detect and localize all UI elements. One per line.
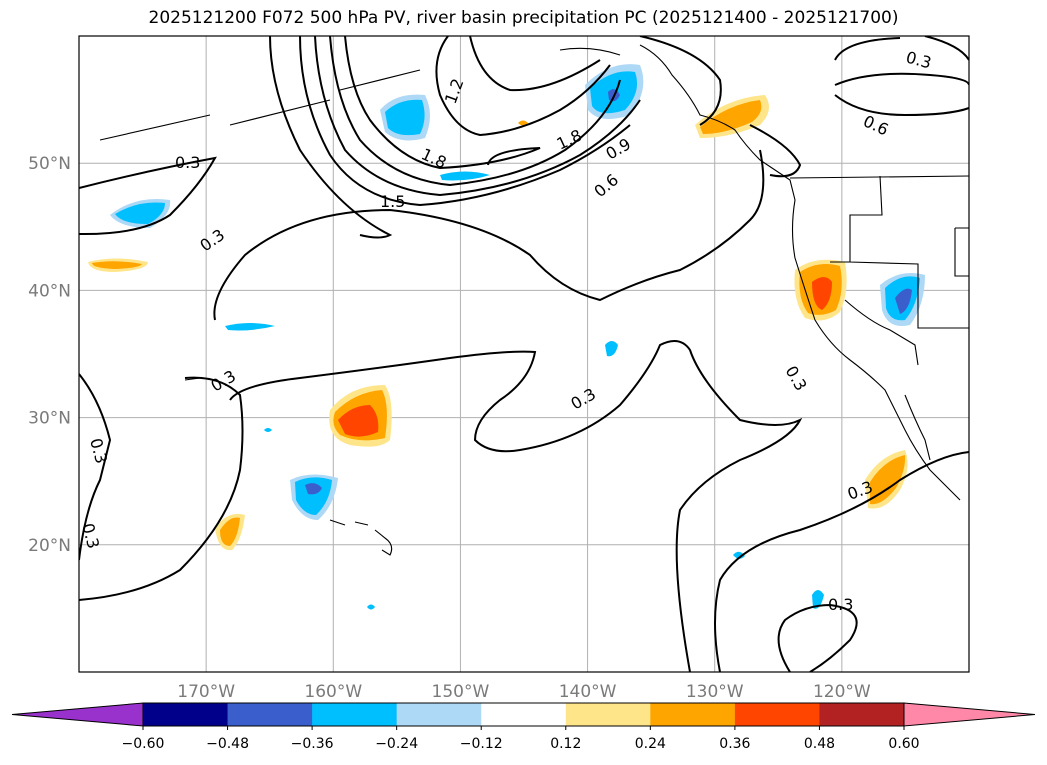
longitude-tick-label: 160°W: [304, 682, 362, 702]
precip-positive-shading: [88, 95, 908, 551]
coastlines: [99, 44, 969, 556]
longitude-tick-label: 150°W: [432, 682, 490, 702]
colorbar-segment: [481, 703, 567, 726]
colorbar-tick-label: −0.60: [122, 736, 165, 752]
latitude-tick-label: 30°N: [28, 409, 71, 429]
colorbar-tick-label: 0.12: [550, 736, 581, 752]
map-frame: [78, 35, 970, 673]
colorbar-segment: [565, 703, 651, 726]
colorbar-segment: [396, 703, 482, 726]
map-background: [79, 36, 969, 672]
longitude-tick-label: 170°W: [177, 682, 235, 702]
latitude-tick-label: 40°N: [28, 281, 71, 301]
longitude-tick-label: 130°W: [686, 682, 744, 702]
colorbar-tick-label: −0.36: [291, 736, 334, 752]
colorbar-extend-low: [11, 702, 144, 727]
colorbar-segment: [143, 703, 229, 726]
gridlines: [79, 36, 969, 672]
colorbar-tick-label: −0.24: [375, 736, 418, 752]
colorbar-outline: [142, 702, 905, 727]
colorbar-segment: [312, 703, 398, 726]
contour-label: 0.3: [175, 153, 200, 172]
map-title: 2025121200 F072 500 hPa PV, river basin …: [148, 8, 899, 28]
colorbar-tick-label: 0.48: [804, 736, 835, 752]
latitude-tick-label: 50°N: [28, 154, 71, 174]
colorbar-segment: [819, 703, 905, 726]
contour-label: 0.3: [828, 595, 853, 614]
colorbar-tick-label: 0.60: [888, 736, 919, 752]
contour-label: 1.5: [380, 192, 405, 211]
colorbar: −0.60 −0.48 −0.36 −0.24 −0.12 0.12 0.24 0.36 0.4…: [11, 702, 1036, 752]
latitude-tick-label: 20°N: [28, 536, 71, 556]
colorbar-tick-label: 0.24: [635, 736, 666, 752]
colorbar-tick-label: −0.12: [460, 736, 503, 752]
precip-negative-shading: [110, 64, 925, 610]
longitude-tick-label: 140°W: [559, 682, 617, 702]
pv-contours: [79, 36, 969, 672]
colorbar-tick-label: 0.36: [719, 736, 750, 752]
colorbar-segment: [227, 703, 313, 726]
colorbar-tick-label: −0.48: [206, 736, 249, 752]
longitude-labels: 170°W 160°W 150°W 140°W 130°W 120°W: [177, 682, 871, 702]
colorbar-segment: [650, 703, 736, 726]
colorbar-extend-high: [903, 702, 1036, 727]
colorbar-segment: [734, 703, 820, 726]
longitude-tick-label: 120°W: [813, 682, 871, 702]
latitude-labels: 50°N 40°N 30°N 20°N: [28, 154, 71, 556]
